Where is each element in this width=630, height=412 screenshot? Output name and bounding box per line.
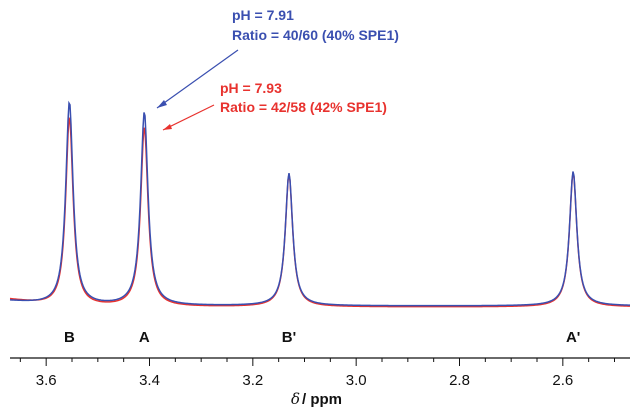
red-annotation-arrow [162,104,215,131]
blue-annotation-line1: pH = 7.91 [232,7,294,23]
peak-label: A [139,329,150,346]
x-tick-label: 2.8 [449,372,470,389]
spectrum-traces [9,100,630,308]
x-axis-ticks: 3.6 3.4 3.2 3.0 2.8 2.6 [19,358,615,389]
x-tick-label: 3.0 [346,372,367,389]
peak-label: B [64,329,75,346]
peak-label: A' [566,329,580,346]
x-tick-label: 2.6 [552,372,573,389]
red-annotation-line1: pH = 7.93 [220,80,282,96]
x-axis-unit: / ppm [302,391,342,408]
red-arrowhead [163,124,172,130]
spectrum-line-ph-7.93 [9,115,630,308]
x-axis-symbol: δ [291,390,300,408]
blue-arrowhead [157,100,167,108]
peak-labels: B A B' A' [64,329,580,346]
x-tick-label: 3.6 [36,372,57,389]
blue-annotation-line2: Ratio = 40/60 (40% SPE1) [232,27,399,43]
spectrum-line-ph-7.91 [9,100,630,307]
peak-label: B' [282,329,296,346]
x-tick-label: 3.4 [139,372,160,389]
red-annotation-line2: Ratio = 42/58 (42% SPE1) [220,99,387,115]
blue-annotation-arrow [156,49,239,109]
x-tick-label: 3.2 [242,372,263,389]
